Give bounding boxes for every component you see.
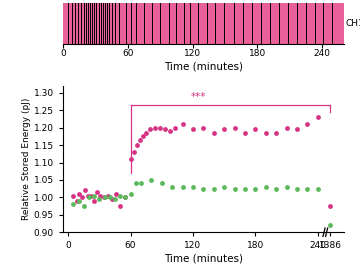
Point bbox=[76, 192, 81, 196]
Point bbox=[101, 195, 107, 200]
Point bbox=[211, 131, 217, 135]
Point bbox=[85, 193, 91, 198]
Point bbox=[86, 195, 92, 200]
Point bbox=[172, 126, 178, 130]
Point bbox=[263, 185, 269, 189]
Point bbox=[122, 195, 128, 200]
Point bbox=[273, 131, 279, 135]
Point bbox=[109, 197, 115, 201]
Point bbox=[107, 195, 113, 200]
Point bbox=[221, 127, 227, 131]
Point bbox=[96, 197, 102, 201]
Point bbox=[138, 181, 144, 185]
Point bbox=[71, 193, 76, 198]
Point bbox=[128, 157, 134, 161]
Point bbox=[76, 199, 81, 203]
Point bbox=[105, 193, 111, 198]
Point bbox=[157, 126, 163, 130]
Point bbox=[102, 195, 108, 200]
Point bbox=[211, 187, 217, 191]
Point bbox=[180, 185, 185, 189]
Point bbox=[82, 188, 88, 193]
Point bbox=[305, 187, 310, 191]
Point bbox=[143, 131, 149, 135]
Point bbox=[315, 187, 321, 191]
Text: CH1: CH1 bbox=[345, 19, 360, 28]
Point bbox=[149, 178, 154, 182]
Point bbox=[94, 190, 100, 194]
Point bbox=[98, 193, 103, 198]
Point bbox=[242, 131, 248, 135]
Point bbox=[117, 204, 123, 208]
Point bbox=[263, 131, 269, 135]
Point bbox=[74, 199, 80, 203]
Point bbox=[232, 126, 238, 130]
Point bbox=[169, 185, 175, 189]
Point bbox=[190, 185, 196, 189]
Point bbox=[294, 127, 300, 131]
Point bbox=[294, 187, 300, 191]
Point bbox=[273, 187, 279, 191]
Point bbox=[180, 122, 185, 126]
Point bbox=[79, 195, 85, 200]
Point bbox=[327, 204, 333, 208]
Point bbox=[112, 197, 118, 201]
X-axis label: Time (minutes): Time (minutes) bbox=[164, 61, 243, 71]
Point bbox=[162, 127, 168, 131]
Point bbox=[88, 193, 94, 198]
Point bbox=[91, 199, 97, 203]
Point bbox=[190, 127, 196, 131]
X-axis label: Time (minutes): Time (minutes) bbox=[164, 253, 243, 263]
Point bbox=[305, 122, 310, 126]
Point bbox=[221, 185, 227, 189]
Point bbox=[159, 181, 165, 185]
Point bbox=[133, 181, 139, 185]
Point bbox=[71, 202, 76, 207]
Point bbox=[148, 127, 153, 131]
Y-axis label: Relative Stored Energy (pJ): Relative Stored Energy (pJ) bbox=[22, 98, 31, 220]
Point bbox=[315, 115, 321, 119]
Point bbox=[122, 195, 128, 200]
Point bbox=[128, 192, 134, 196]
Point bbox=[327, 223, 333, 227]
Point bbox=[117, 193, 123, 198]
Point bbox=[284, 126, 289, 130]
Point bbox=[252, 127, 258, 131]
Point bbox=[140, 134, 146, 139]
Point bbox=[137, 138, 143, 142]
Point bbox=[201, 187, 206, 191]
Point bbox=[242, 187, 248, 191]
Point bbox=[113, 192, 119, 196]
Point bbox=[134, 143, 140, 147]
Point bbox=[131, 150, 136, 154]
Point bbox=[91, 193, 97, 198]
Point bbox=[167, 129, 173, 133]
Point bbox=[284, 185, 289, 189]
Point bbox=[81, 204, 87, 208]
Point bbox=[232, 187, 238, 191]
Point bbox=[152, 126, 157, 130]
Point bbox=[201, 126, 206, 130]
Text: ***: *** bbox=[190, 92, 206, 102]
Point bbox=[252, 187, 258, 191]
